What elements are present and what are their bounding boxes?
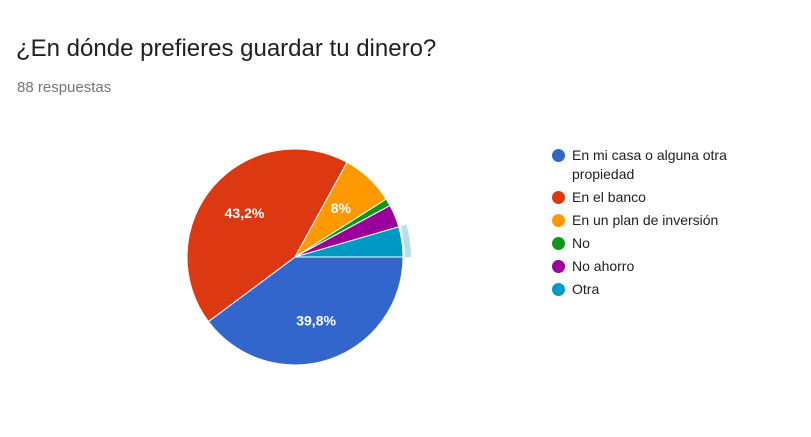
legend-item-en-el-banco[interactable]: En el banco	[552, 188, 782, 207]
pie-slice-en-el-banco[interactable]	[186, 148, 348, 323]
legend-swatch-icon	[552, 191, 565, 204]
legend-label: En mi casa o alguna otra propiedad	[572, 147, 727, 182]
pie-data-label: 8%	[331, 200, 352, 216]
legend-label: No	[572, 235, 590, 251]
chart-title: ¿En dónde prefieres guardar tu dinero?	[16, 35, 437, 62]
legend-swatch-icon	[552, 149, 565, 162]
pie-slice-otra[interactable]	[294, 226, 404, 258]
pie-data-label: 39,8%	[296, 313, 336, 329]
response-count: 88 respuestas	[17, 79, 112, 96]
legend-label: No ahorro	[572, 258, 635, 274]
pie-data-label: 43,2%	[225, 205, 265, 221]
legend-item-no-ahorro[interactable]: No ahorro	[552, 257, 782, 276]
legend-item-otra[interactable]: Otra	[552, 280, 782, 299]
legend-label: En el banco	[572, 189, 646, 205]
legend-swatch-icon	[552, 214, 565, 227]
chart-legend: En mi casa o alguna otra propiedad En el …	[552, 146, 782, 303]
legend-label: Otra	[572, 281, 600, 297]
legend-item-en-mi-casa-o-alguna-otra-propiedad[interactable]: En mi casa o alguna otra propiedad	[552, 146, 782, 184]
legend-swatch-icon	[552, 260, 565, 273]
legend-item-en-un-plan-de-inversion[interactable]: En un plan de inversión	[552, 211, 782, 230]
pie-slice-highlight-ring	[400, 224, 411, 257]
legend-swatch-icon	[552, 237, 565, 250]
legend-item-no[interactable]: No	[552, 234, 782, 253]
legend-swatch-icon	[552, 283, 565, 296]
pie-slice-en-mi-casa-o-alguna-otra-propiedad[interactable]	[207, 256, 404, 366]
legend-label: En un plan de inversión	[572, 212, 719, 228]
